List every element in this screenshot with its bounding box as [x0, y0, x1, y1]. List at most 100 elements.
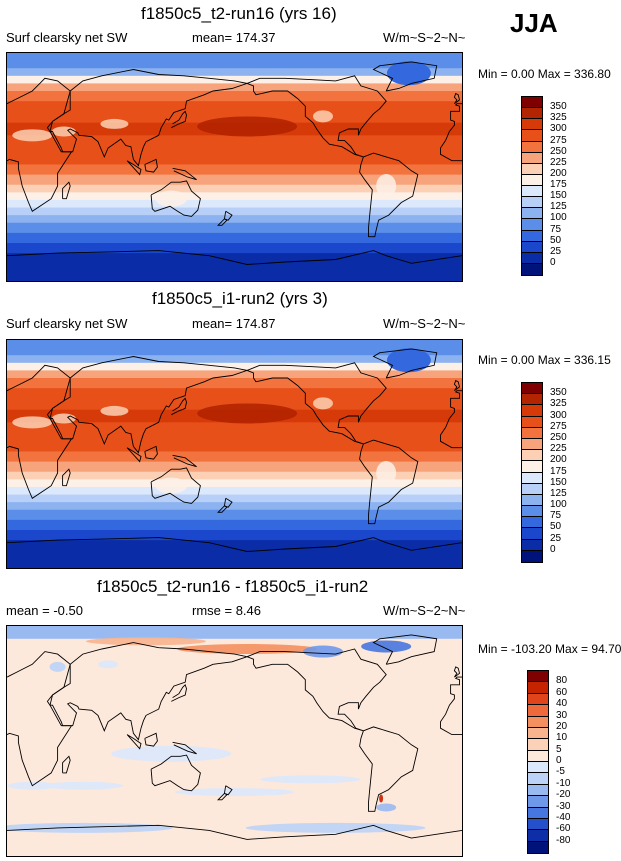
colorbar-tick-label: 10 [556, 732, 568, 744]
coastline [49, 642, 249, 741]
map-band [7, 151, 462, 165]
map-band [7, 540, 462, 568]
map-band [7, 509, 462, 521]
panel-1-colorbar [521, 96, 543, 276]
colorbar-tick-label: 25 [550, 245, 562, 257]
colorbar-tick-label: 300 [550, 409, 567, 421]
colorbar-swatch [522, 438, 542, 451]
coastline [62, 181, 71, 200]
panel-3-minmax-label: Min = -103.20 Max = 94.70 [478, 642, 621, 656]
panel-2-colorbar-ticks: 350 325 300 275 250 225 200 175 150 125 100 75 50 25 0 [550, 382, 590, 561]
panel-1-title: f1850c5_t2-run16 (yrs 16) [141, 4, 337, 23]
colorbar-tick-label: -10 [556, 777, 571, 789]
coastline [217, 218, 228, 226]
coastline [246, 648, 387, 732]
colorbar-swatch [522, 186, 542, 198]
map-anomaly-patch [312, 110, 333, 123]
map-band [7, 253, 462, 281]
map-band [7, 530, 462, 541]
colorbar-tick-label: 60 [556, 686, 568, 698]
colorbar-tick-label: 80 [556, 675, 568, 687]
coastline [144, 445, 158, 460]
map-greenland-low [386, 348, 431, 373]
colorbar-tick-label: 325 [550, 398, 567, 410]
map-band [7, 215, 462, 224]
map-band [7, 479, 462, 488]
colorbar-swatch [522, 108, 542, 120]
panel-3-title: f1850c5_t2-run16 - f1850c5_i1-run2 [97, 577, 369, 596]
coastline [440, 390, 462, 449]
map-anomaly-patch [86, 637, 207, 646]
map-anomaly-patch [361, 640, 412, 653]
colorbar-swatch [528, 727, 548, 740]
colorbar-tick-label: -40 [556, 811, 571, 823]
coastline [372, 634, 438, 665]
map-band [7, 626, 462, 856]
colorbar-swatch [522, 427, 542, 439]
colorbar-tick-label: 30 [556, 709, 568, 721]
coastline [359, 726, 419, 812]
map-band [7, 362, 462, 371]
colorbar-tick-label: 300 [550, 123, 567, 135]
map-band [7, 340, 462, 356]
colorbar-swatch [528, 818, 548, 831]
colorbar-swatch [522, 539, 542, 551]
colorbar-swatch [528, 693, 548, 706]
panel-1-colorbar-ticks: 350 325 300 275 250 225 200 175 150 125 100 75 50 25 0 [550, 96, 590, 274]
colorbar-swatch [522, 517, 542, 529]
colorbar-swatch [528, 705, 548, 717]
coastline [453, 666, 461, 678]
colorbar-swatch [522, 163, 542, 175]
colorbar-tick-label: 200 [550, 167, 567, 179]
colorbar-tick-label: 40 [556, 698, 568, 710]
panel-1-map [6, 52, 463, 282]
map-anomaly-patch [312, 397, 333, 410]
map-anomaly-patch [100, 118, 129, 129]
colorbar-swatch [528, 830, 548, 842]
colorbar-swatch [522, 230, 542, 242]
colorbar-tick-label: 225 [550, 156, 567, 168]
coastline [150, 754, 201, 792]
colorbar-swatch [522, 119, 542, 131]
colorbar-swatch [528, 784, 548, 797]
colorbar-swatch [522, 383, 542, 395]
colorbar-tick-label: 0 [556, 755, 562, 766]
colorbar-tick-label: 325 [550, 112, 567, 124]
map-band [7, 68, 462, 77]
coastline [359, 152, 419, 238]
map-anomaly-patch [42, 781, 123, 790]
colorbar-tick-label: -30 [556, 800, 571, 812]
coastline [453, 92, 461, 105]
colorbar-swatch [522, 208, 542, 220]
colorbar-tick-label: 275 [550, 134, 567, 146]
map-band [7, 91, 462, 102]
colorbar-swatch [522, 219, 542, 231]
colorbar-swatch [522, 97, 542, 109]
coastline [49, 69, 249, 167]
map-anomaly-patch [111, 745, 232, 762]
map-greenland-low [386, 61, 431, 86]
map-anomaly-patch [155, 190, 188, 207]
colorbar-tick-label: -80 [556, 834, 571, 846]
map-svg [7, 340, 462, 568]
coastline [246, 362, 387, 445]
map-band [7, 378, 462, 389]
colorbar-swatch [522, 174, 542, 186]
map-svg [7, 53, 462, 281]
colorbar-tick-label: 50 [550, 521, 562, 533]
colorbar-swatch [528, 796, 548, 808]
map-band [7, 519, 462, 531]
map-svg [7, 626, 462, 856]
colorbar-tick-label: 175 [550, 179, 567, 190]
panel-2-mean-label: mean= 174.87 [192, 316, 276, 331]
colorbar-swatch [522, 528, 542, 540]
panel-3-rmse-label: rmse = 8.46 [192, 603, 262, 618]
coastline [171, 110, 187, 129]
colorbar-tick-label: 5 [556, 743, 562, 755]
map-anomaly-patch [379, 794, 384, 803]
panel-2-colorbar [521, 382, 543, 563]
panel-2-units-label: W/m~S~2~N~ [383, 316, 466, 331]
map-band [7, 199, 462, 209]
coastline [440, 103, 462, 162]
colorbar-swatch [522, 483, 542, 495]
